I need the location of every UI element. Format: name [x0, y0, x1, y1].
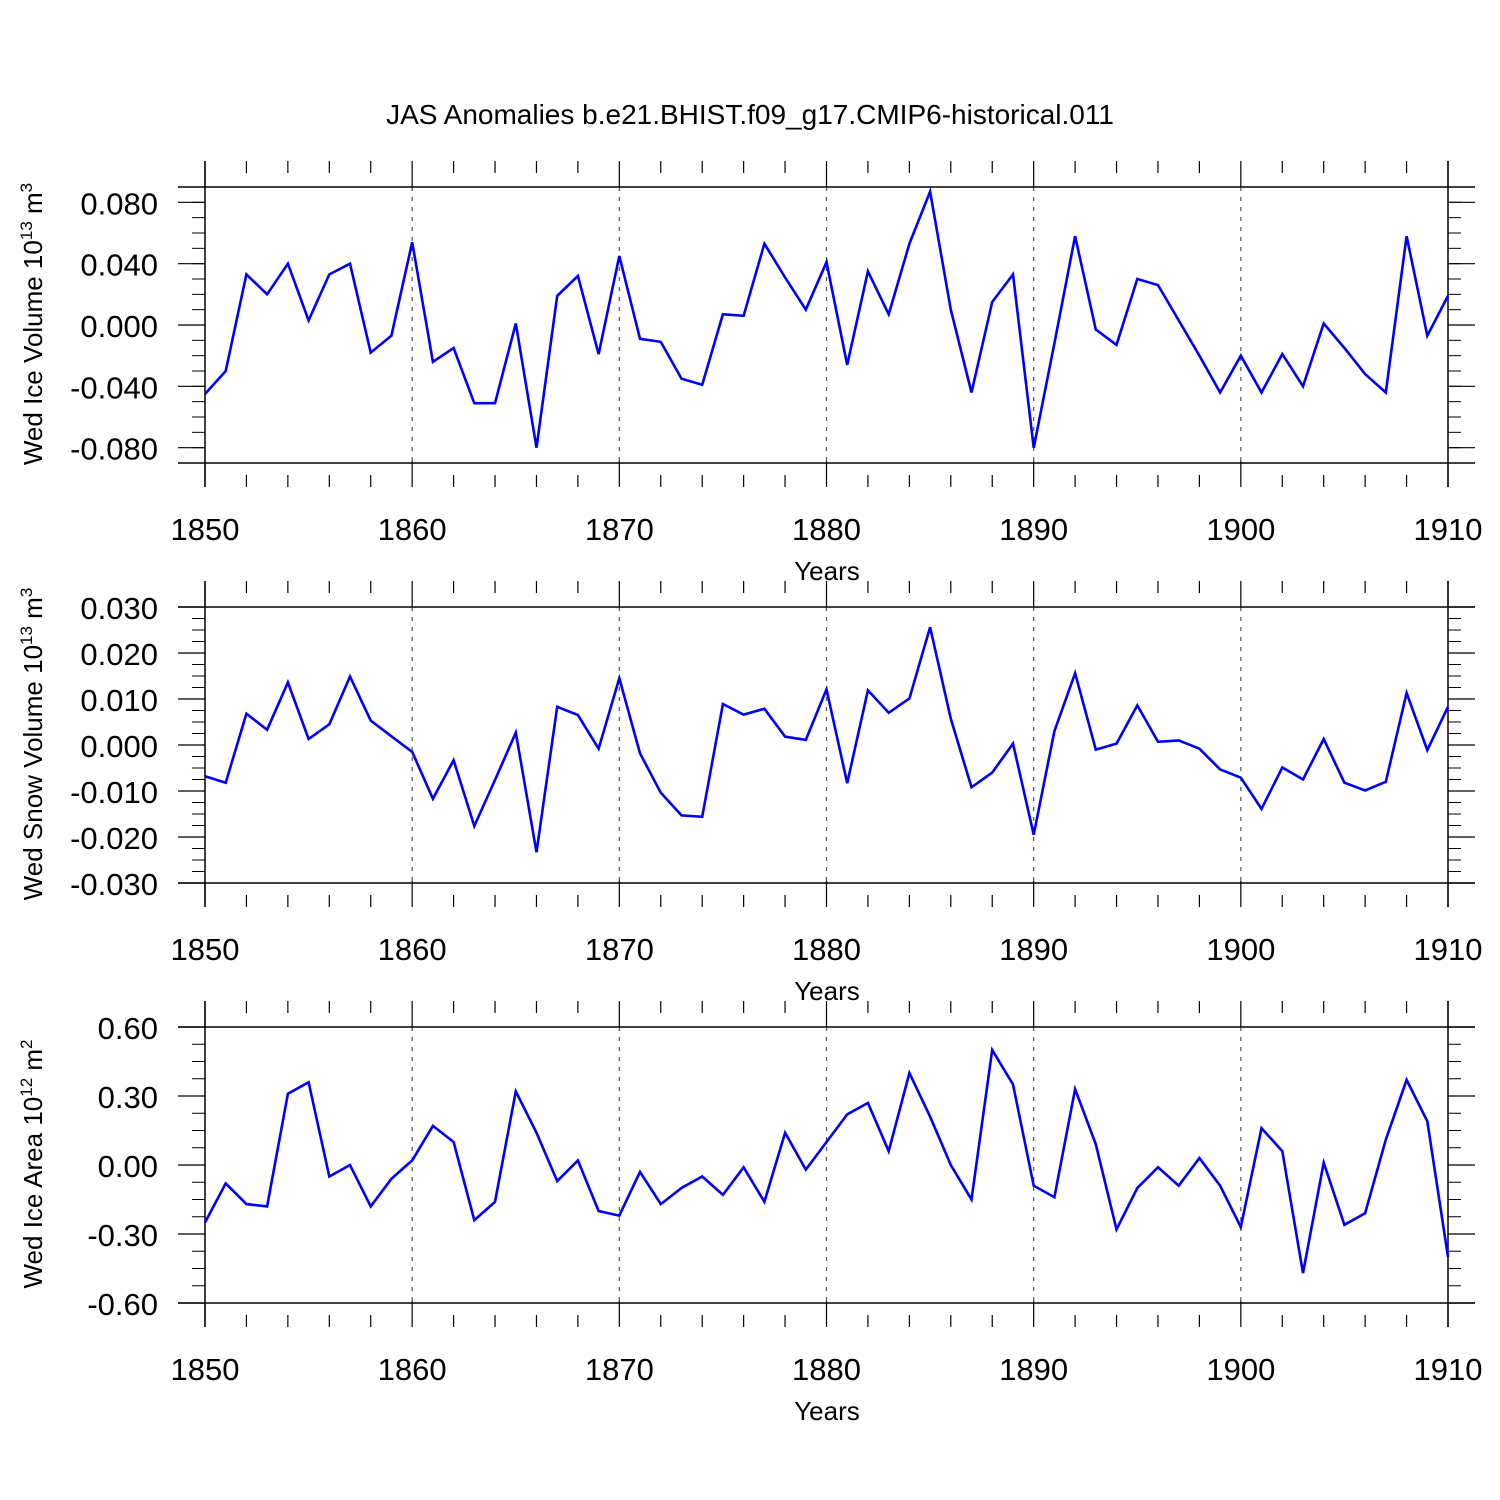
y-axis-title-main: Wed Ice Area 10	[18, 1097, 48, 1289]
x-tick-label: 1870	[585, 512, 654, 547]
y-tick-label: -0.030	[70, 867, 158, 902]
x-tick-label: 1880	[792, 932, 861, 967]
y-tick-label: 0.080	[80, 186, 158, 221]
y-tick-label: 0.010	[80, 683, 158, 718]
x-tick-label: 1870	[585, 1352, 654, 1387]
y-axis-title-unit-exponent: 3	[17, 588, 36, 597]
x-tick-label: 1880	[792, 1352, 861, 1387]
x-tick-label: 1890	[999, 932, 1068, 967]
x-tick-label: 1910	[1414, 512, 1483, 547]
y-tick-label: 0.040	[80, 248, 158, 283]
panel-2: -0.030 -0.020 -0.010 0.000 0.010 0.020 0.030 18…	[17, 581, 1482, 1006]
chart-title: JAS Anomalies b.e21.BHIST.f09_g17.CMIP6-…	[386, 99, 1114, 130]
x-axis-title: Years	[794, 1396, 860, 1426]
y-tick-label: 0.000	[80, 309, 158, 344]
x-tick-label: 1860	[378, 932, 447, 967]
x-tick-label: 1910	[1414, 1352, 1483, 1387]
y-tick-label: -0.60	[87, 1287, 158, 1322]
y-axis-title-unit: m	[18, 597, 48, 626]
y-axis-title-unit-exponent: 3	[17, 183, 36, 192]
x-tick-label: 1900	[1206, 512, 1275, 547]
x-tick-label: 1890	[999, 512, 1068, 547]
y-tick-label: -0.30	[87, 1218, 158, 1253]
y-axis-title-unit-exponent: 2	[17, 1039, 36, 1048]
y-axis-title: Wed Snow Volume 1013 m3	[17, 588, 48, 901]
y-axis-title-main: Wed Ice Volume 10	[18, 240, 48, 465]
y-tick-label: -0.080	[70, 432, 158, 467]
y-axis-title-main: Wed Snow Volume 10	[18, 645, 48, 900]
y-tick-label: 0.60	[98, 1011, 158, 1046]
y-tick-label: 0.000	[80, 729, 158, 764]
y-tick-label: 0.30	[98, 1080, 158, 1115]
x-tick-label: 1860	[378, 512, 447, 547]
x-tick-label: 1910	[1414, 932, 1483, 967]
x-tick-label: 1850	[171, 1352, 240, 1387]
series-line	[204, 186, 1450, 448]
series-line	[204, 626, 1450, 853]
x-tick-label: 1860	[378, 1352, 447, 1387]
y-axis-title-exponent: 12	[17, 1078, 36, 1097]
x-tick-label: 1890	[999, 1352, 1068, 1387]
x-tick-label: 1870	[585, 932, 654, 967]
panels: -0.080 -0.040 0.000 0.040 0.080 1850 1860 1870 1…	[17, 161, 1482, 1426]
y-axis-title: Wed Ice Area 1012 m2	[17, 1039, 48, 1288]
panel-3: -0.60 -0.30 0.00 0.30 0.60 1850 1860 1870 1880 18…	[17, 1001, 1482, 1426]
x-tick-label: 1880	[792, 512, 861, 547]
y-axis-title: Wed Ice Volume 1013 m3	[17, 183, 48, 465]
y-axis-title-unit: m	[18, 1049, 48, 1078]
y-axis-title-exponent: 13	[17, 221, 36, 240]
y-tick-label: 0.00	[98, 1149, 158, 1184]
y-axis-title-exponent: 13	[17, 626, 36, 645]
y-tick-label: 0.020	[80, 637, 158, 672]
panel-1: -0.080 -0.040 0.000 0.040 0.080 1850 1860 1870 1…	[17, 161, 1482, 586]
x-tick-label: 1900	[1206, 1352, 1275, 1387]
x-tick-label: 1850	[171, 512, 240, 547]
y-tick-label: -0.020	[70, 821, 158, 856]
x-tick-label: 1850	[171, 932, 240, 967]
y-tick-label: -0.040	[70, 370, 158, 405]
series-line	[203, 1046, 1450, 1274]
y-tick-label: -0.010	[70, 775, 158, 810]
y-tick-label: 0.030	[80, 591, 158, 626]
x-tick-label: 1900	[1206, 932, 1275, 967]
y-axis-title-unit: m	[18, 192, 48, 221]
